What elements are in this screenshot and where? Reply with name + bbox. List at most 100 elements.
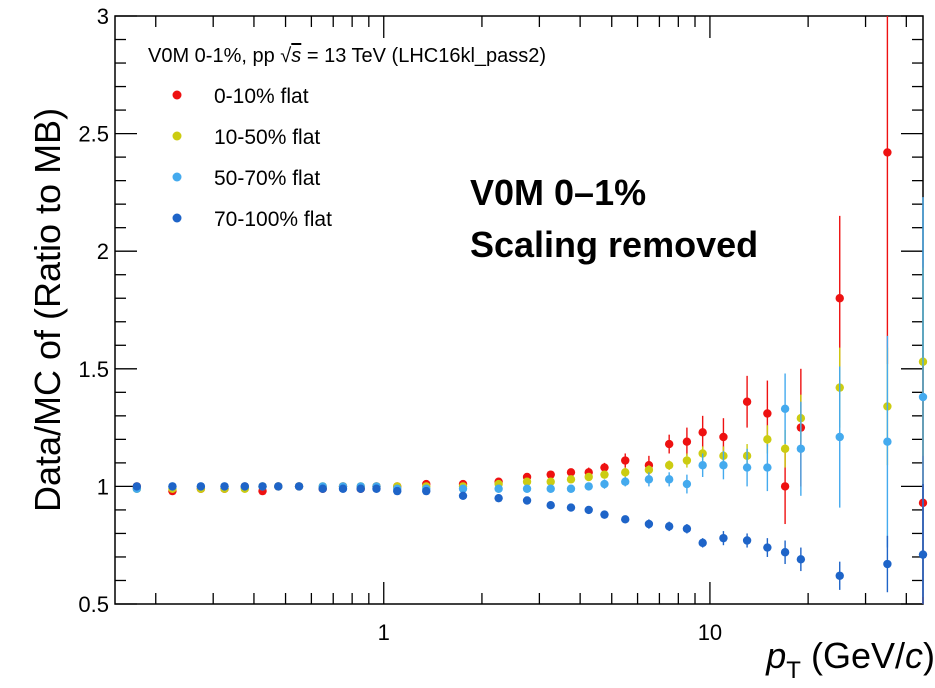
data-series — [132, 16, 928, 604]
data-point — [422, 486, 431, 496]
data-point — [664, 522, 674, 531]
data-point — [835, 294, 844, 303]
data-point — [780, 404, 790, 413]
data-point — [494, 484, 503, 493]
data-point — [644, 519, 654, 529]
x-axis: 1 10 — [155, 16, 907, 645]
data-point — [883, 559, 892, 569]
x-axis-title-unit-c: c — [905, 635, 923, 676]
data-point — [600, 479, 609, 489]
legend-header-post: = 13 TeV (LHC16kl_pass2) — [301, 45, 546, 67]
data-point — [546, 484, 555, 493]
data-point — [372, 484, 381, 493]
data-point — [566, 484, 576, 493]
data-point — [621, 477, 630, 486]
legend-marker — [172, 90, 182, 100]
y-tick-label: 1.5 — [78, 357, 109, 382]
data-point — [566, 503, 576, 512]
data-point — [458, 484, 468, 493]
data-point — [600, 510, 609, 519]
data-point — [294, 482, 304, 491]
x-axis-title: pT (GeV/c) — [765, 635, 935, 684]
series-1 — [132, 267, 928, 493]
y-axis: 0.5 1 1.5 2 2.5 3 — [78, 4, 923, 617]
data-point — [220, 482, 229, 491]
data-point — [566, 475, 576, 484]
series-3 — [132, 482, 928, 604]
data-point — [682, 479, 692, 489]
data-point — [763, 463, 772, 472]
y-tick-label: 2.5 — [78, 122, 109, 147]
data-point — [644, 475, 654, 484]
data-point — [664, 461, 674, 470]
data-point — [835, 432, 844, 442]
legend-label: 70-100% flat — [214, 208, 332, 231]
legend-label: 50-70% flat — [214, 167, 320, 190]
annotation-line-2: Scaling removed — [470, 224, 758, 265]
data-point — [458, 491, 468, 501]
data-point — [664, 439, 674, 449]
data-point — [883, 148, 892, 157]
data-point — [918, 550, 928, 559]
data-point — [240, 482, 250, 491]
data-point — [918, 392, 928, 402]
y-tick-label: 3 — [97, 4, 109, 29]
legend-header-pre: V0M 0-1%, pp — [148, 45, 280, 67]
data-point — [621, 456, 630, 465]
data-point — [584, 472, 593, 482]
data-point — [168, 482, 177, 491]
y-tick-label: 2 — [97, 239, 109, 264]
data-point — [522, 496, 532, 505]
legend: 0-10% flat 10-50% flat 50-70% flat 70-100% … — [172, 85, 332, 231]
data-point — [621, 515, 630, 524]
data-point — [600, 463, 609, 472]
data-point — [742, 536, 752, 545]
x-axis-title-unit-post: ) — [923, 635, 935, 676]
data-point — [338, 484, 348, 493]
data-point — [600, 470, 609, 479]
y-tick-label: 1 — [97, 474, 109, 499]
data-point — [356, 484, 365, 493]
legend-header-sqrt: √ — [280, 45, 291, 67]
data-point — [258, 482, 267, 491]
legend-label: 10-50% flat — [214, 126, 320, 149]
data-point — [682, 524, 692, 533]
data-point — [546, 477, 555, 486]
legend-label: 0-10% flat — [214, 85, 309, 108]
x-axis-title-unit-pre: (GeV/ — [801, 635, 905, 676]
data-point — [835, 571, 844, 580]
x-tick-label: 10 — [698, 620, 722, 645]
data-point — [780, 482, 790, 491]
data-point — [742, 463, 752, 472]
data-point — [584, 482, 593, 491]
y-tick-label: 0.5 — [78, 592, 109, 617]
legend-marker — [172, 172, 182, 182]
x-axis-title-p: p — [765, 635, 786, 676]
data-point — [742, 397, 752, 406]
legend-marker — [172, 131, 182, 141]
data-point — [566, 468, 576, 477]
legend-marker — [172, 213, 182, 223]
data-point — [780, 444, 790, 453]
legend-header: V0M 0-1%, pp √s = 13 TeV (LHC16kl_pass2) — [148, 45, 546, 67]
data-point — [883, 437, 892, 446]
data-point — [763, 543, 772, 552]
data-point — [274, 482, 283, 491]
data-point — [763, 409, 772, 418]
data-point — [698, 428, 707, 437]
x-axis-title-sub: T — [786, 657, 801, 684]
annotation-line-1: V0M 0–1% — [470, 172, 646, 213]
data-point — [494, 493, 503, 503]
data-point — [682, 456, 692, 465]
data-point — [132, 482, 142, 491]
data-point — [780, 548, 790, 557]
data-point — [644, 465, 654, 475]
data-point — [719, 461, 728, 470]
x-tick-label: 1 — [378, 620, 390, 645]
data-point — [719, 432, 728, 442]
data-point — [796, 444, 806, 453]
data-point — [763, 435, 772, 444]
data-point — [796, 555, 806, 564]
data-point — [719, 533, 728, 543]
